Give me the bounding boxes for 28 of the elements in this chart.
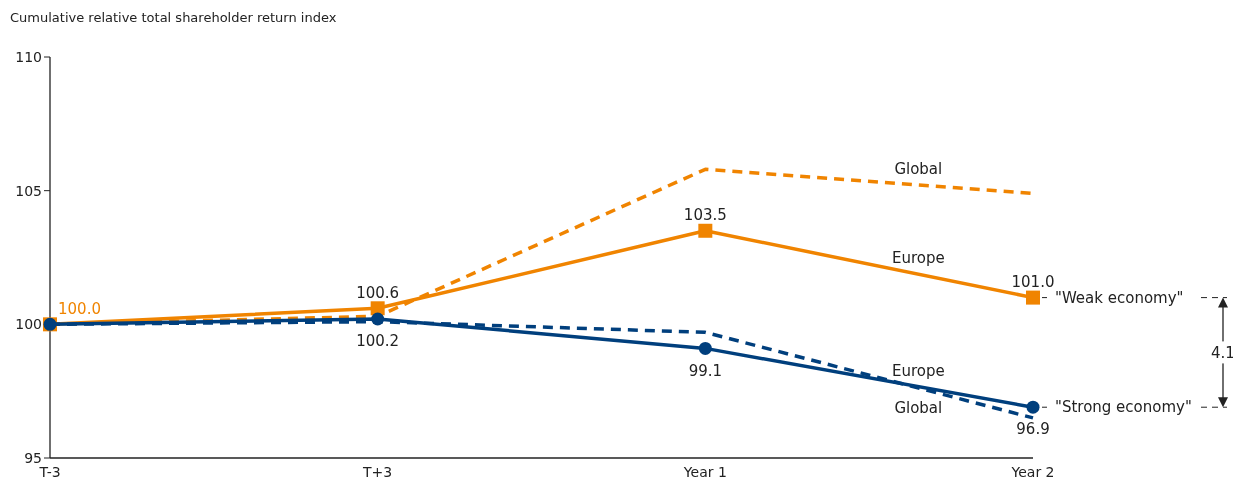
data-label: 101.0 [1011,272,1055,291]
y-tick-label: 110 [15,48,42,65]
data-label: 100.6 [356,283,400,302]
y-tick-label: 100 [15,316,42,333]
data-label: 99.1 [688,361,723,380]
data-label: 103.5 [683,206,727,225]
text: 4.1 [1211,343,1235,362]
data-label: 96.9 [1016,420,1050,439]
series-label: Global [894,160,943,179]
x-tick-label: Year 1 [682,464,727,480]
point [1026,290,1040,305]
data-label: 100.0 [58,299,101,318]
annotation: "Strong economy" [1055,398,1192,417]
y-axis-title: Cumulative relative total shareholder return index [10,10,337,25]
series-label: Europe [891,249,945,268]
annotation: "Weak economy" [1055,288,1184,307]
y-tick-label: 95 [24,449,42,466]
series-label: Europe [891,361,945,380]
x-tick-label: Year 2 [1010,464,1055,480]
y-tick-label: 105 [15,182,42,199]
point [370,301,385,316]
x-tick-label: T+3 [362,464,393,480]
x-tick-label: T-3 [38,464,61,480]
data-label: 100.2 [356,332,400,351]
point [698,223,713,238]
point [698,341,712,355]
series-label: Global [894,399,943,418]
point [1026,400,1040,414]
